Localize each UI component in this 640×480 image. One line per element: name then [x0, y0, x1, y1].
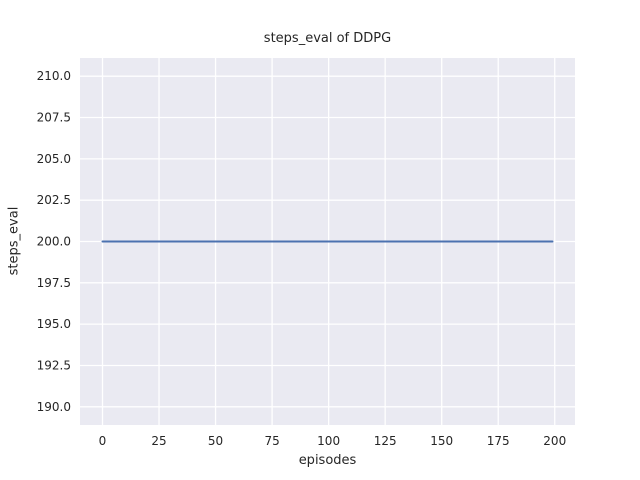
x-tick-label: 50 [208, 434, 223, 448]
x-tick-label: 75 [264, 434, 279, 448]
x-tick-label: 100 [317, 434, 340, 448]
y-tick-label: 210.0 [37, 69, 71, 83]
x-tick-label: 0 [99, 434, 107, 448]
x-tick-label: 200 [543, 434, 566, 448]
chart-title: steps_eval of DDPG [263, 31, 392, 46]
y-tick-label: 197.5 [37, 276, 71, 290]
x-tick-label: 125 [374, 434, 397, 448]
x-axis-label: episodes [298, 453, 357, 468]
y-axis-label: steps_eval [6, 206, 22, 276]
y-tick-label: 205.0 [37, 152, 71, 166]
y-tick-label: 192.5 [37, 358, 71, 372]
x-tick-label: 175 [487, 434, 510, 448]
y-tick-label: 190.0 [37, 400, 71, 414]
x-tick-label: 150 [430, 434, 453, 448]
y-tick-label: 202.5 [37, 193, 71, 207]
x-tick-label: 25 [151, 434, 166, 448]
y-tick-label: 207.5 [37, 111, 71, 125]
y-tick-label: 200.0 [37, 235, 71, 249]
y-tick-label: 195.0 [37, 317, 71, 331]
